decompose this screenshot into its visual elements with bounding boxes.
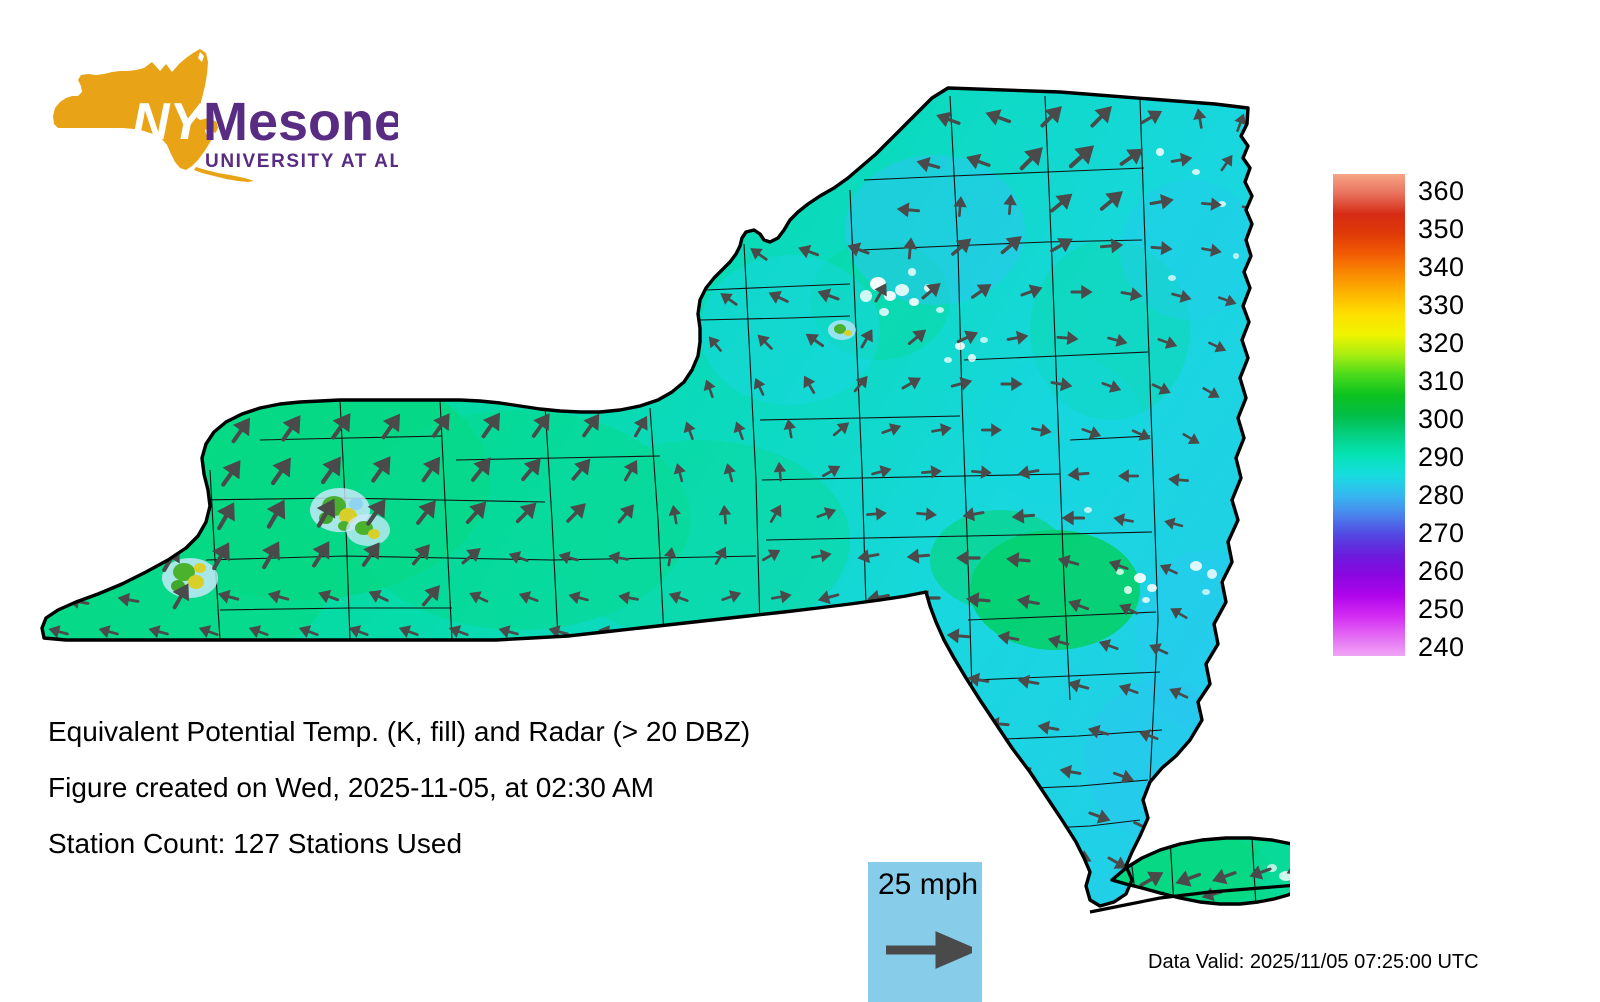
colorbar-tick: 310	[1418, 366, 1465, 396]
radar-echo-cluster	[1084, 507, 1228, 603]
colorbar-tick-labels: 360 350 340 330 320 310 300 290 280 270 …	[1418, 174, 1538, 661]
new-york-state-silhouette-icon	[53, 49, 254, 182]
wind-arrow-icon	[886, 931, 972, 969]
thetae-patch-central	[550, 440, 850, 640]
figure-caption: Equivalent Potential Temp. (K, fill) and…	[48, 718, 948, 886]
wind-arrow	[1149, 781, 1173, 800]
wind-arrow	[748, 625, 770, 639]
thetae-patch-ontario-shore	[700, 255, 880, 405]
map-svg	[40, 86, 1290, 914]
caption-station-count: Station Count: 127 Stations Used	[48, 828, 463, 859]
wind-arrow	[699, 626, 720, 638]
colorbar-tick: 250	[1418, 594, 1465, 624]
colorbar-tick: 320	[1418, 328, 1465, 358]
logo-svg: NYS Mesonet UNIVERSITY AT ALBANY	[53, 49, 398, 182]
colorbar-gradient	[1333, 174, 1405, 656]
wind-speed-legend: 25 mph	[868, 862, 982, 1002]
colorbar: 360 350 340 330 320 310 300 290 280 270 …	[1333, 174, 1593, 661]
colorbar-tick: 280	[1418, 480, 1465, 510]
colorbar-tick: 360	[1418, 176, 1465, 206]
colorbar-tick: 300	[1418, 404, 1465, 434]
caption-created: Figure created on Wed, 2025-11-05, at 02…	[48, 772, 655, 803]
colorbar-tick: 350	[1418, 214, 1465, 244]
wind-arrow	[848, 625, 870, 639]
colorbar-tick: 290	[1418, 442, 1465, 472]
logo-subtitle: UNIVERSITY AT ALBANY	[205, 151, 398, 172]
radar-echo-cluster	[828, 320, 856, 340]
colorbar-tick: 260	[1418, 556, 1465, 586]
county-boundaries	[199, 95, 1163, 831]
radar-echo-cluster	[162, 558, 218, 598]
logo-nys-text: NYS	[132, 93, 239, 151]
nys-mesonet-logo: NYS Mesonet UNIVERSITY AT ALBANY	[48, 44, 398, 184]
colorbar-tick: 270	[1418, 518, 1465, 548]
colorbar-tick: 330	[1418, 290, 1465, 320]
wind-arrow	[898, 627, 921, 641]
thetae-patch-adirondack-south	[975, 355, 1145, 505]
wind-arrow	[648, 625, 670, 639]
thetae-patch-tughill	[845, 155, 1025, 305]
new-york-state-map	[40, 86, 1290, 914]
thetae-patch-northeast	[1120, 180, 1252, 320]
thetae-patch-mohawk	[930, 510, 1070, 610]
wind-arrow	[798, 624, 821, 640]
radar-echo-cluster	[944, 337, 988, 363]
colorbar-tick: 340	[1418, 252, 1465, 282]
logo-mesonet-text: Mesonet	[203, 92, 398, 152]
wind-arrow	[108, 555, 130, 569]
wind-speed-legend-label: 25 mph	[878, 868, 979, 901]
caption-title: Equivalent Potential Temp. (K, fill) and…	[48, 716, 751, 747]
data-valid-timestamp: Data Valid: 2025/11/05 07:25:00 UTC	[1148, 951, 1479, 973]
thetae-patch-lower-hudson	[1085, 680, 1235, 840]
colorbar-tick: 240	[1418, 632, 1465, 662]
atlantic-coastline	[1089, 883, 1290, 914]
radar-echo-cluster	[346, 514, 390, 546]
